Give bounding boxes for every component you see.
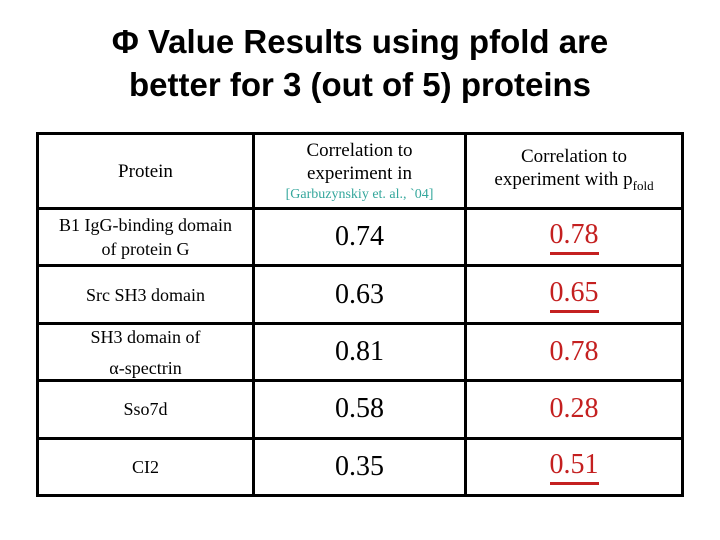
pfold-value: 0.65 <box>549 277 599 313</box>
header-protein: Protein <box>39 135 252 207</box>
protein-name-cell: SH3 domain of α-spectrin <box>39 325 252 379</box>
pfold-value-cell: 0.28 <box>464 382 681 437</box>
header-experiment-line1: Correlation to <box>306 140 413 161</box>
slide-title-line2: better for 3 (out of 5) proteins <box>129 66 591 103</box>
protein-name-cell: CI2 <box>39 440 252 494</box>
table-row: SH3 domain of α-spectrin 0.81 0.78 <box>39 321 681 380</box>
experiment-value-cell: 0.35 <box>252 439 464 494</box>
protein-name-line: CI2 <box>132 456 159 477</box>
experiment-value-cell: 0.58 <box>252 382 464 437</box>
protein-name-cell: B1 IgG-binding domain of protein G <box>39 210 252 264</box>
pfold-value-cell: 0.51 <box>464 439 681 494</box>
protein-name-line: B1 IgG-binding domain <box>59 215 232 236</box>
pfold-value: 0.28 <box>549 393 599 425</box>
pfold-value-cell: 0.78 <box>464 210 681 265</box>
protein-name-line: SH3 domain of <box>90 326 201 347</box>
table-header-row: Protein Correlation to experiment in [Ga… <box>39 135 681 207</box>
protein-name-line: Sso7d <box>123 399 168 420</box>
results-table: Protein Correlation to experiment in [Ga… <box>36 132 684 497</box>
pfold-subscript: fold <box>632 177 654 193</box>
pfold-value: 0.51 <box>549 449 599 485</box>
header-pfold-line2-text: experiment with p <box>494 169 633 191</box>
experiment-value-cell: 0.81 <box>252 324 464 380</box>
protein-name-line: α-spectrin <box>109 357 182 378</box>
table-row: Sso7d 0.58 0.28 <box>39 379 681 437</box>
table-row: B1 IgG-binding domain of protein G 0.74 … <box>39 207 681 265</box>
header-pfold-line2: experiment with pfold <box>494 168 653 197</box>
header-protein-label: Protein <box>118 160 173 182</box>
protein-name-cell: Src SH3 domain <box>39 267 252 321</box>
header-pfold-line1: Correlation to <box>520 146 628 168</box>
experiment-value-cell: 0.63 <box>252 267 464 322</box>
pfold-value: 0.78 <box>549 335 599 367</box>
experiment-value: 0.58 <box>335 393 384 425</box>
slide-title: Φ Value Results using pfold are better f… <box>0 20 720 106</box>
table-row: CI2 0.35 0.51 <box>39 436 681 494</box>
table-row: Src SH3 domain 0.63 0.65 <box>39 264 681 322</box>
header-correlation-experiment: Correlation to experiment in [Garbuzynsk… <box>252 135 464 207</box>
header-experiment-line2: experiment in <box>307 163 412 184</box>
citation-garbuzynskiy: [Garbuzynskiy et. al., `04] <box>285 187 434 202</box>
experiment-value: 0.63 <box>335 278 384 310</box>
experiment-value-cell: 0.74 <box>252 210 464 265</box>
protein-name-cell: Sso7d <box>39 382 252 436</box>
header-correlation-pfold: Correlation to experiment with pfold <box>464 135 681 207</box>
slide-title-line1: Φ Value Results using pfold are <box>111 23 609 60</box>
pfold-value: 0.78 <box>549 219 599 256</box>
pfold-value-cell: 0.65 <box>464 267 681 322</box>
experiment-value: 0.35 <box>335 450 384 482</box>
experiment-value: 0.74 <box>335 221 384 253</box>
experiment-value: 0.81 <box>335 335 384 367</box>
protein-name-line: of protein G <box>101 239 190 260</box>
pfold-value-cell: 0.78 <box>464 324 681 380</box>
protein-name-line: Src SH3 domain <box>86 284 205 305</box>
